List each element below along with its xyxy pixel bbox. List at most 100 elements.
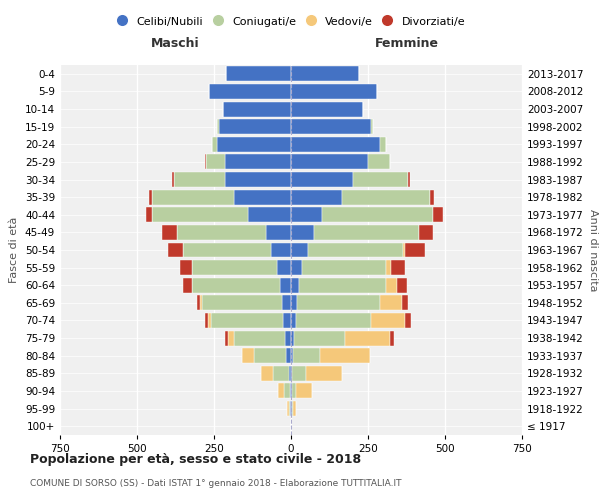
Bar [371, 313, 405, 328]
Bar [291, 278, 299, 292]
Bar [296, 384, 311, 398]
Bar [291, 313, 296, 328]
Bar [212, 137, 217, 152]
Bar [291, 366, 292, 381]
Bar [291, 242, 308, 258]
Text: COMUNE DI SORSO (SS) - Dati ISTAT 1° gennaio 2018 - Elaborazione TUTTITALIA.IT: COMUNE DI SORSO (SS) - Dati ISTAT 1° gen… [30, 479, 401, 488]
Bar [419, 225, 433, 240]
Bar [389, 330, 394, 345]
Bar [223, 102, 291, 116]
Bar [291, 137, 380, 152]
Bar [403, 242, 405, 258]
Bar [405, 242, 425, 258]
Bar [292, 366, 306, 381]
Bar [280, 278, 291, 292]
Bar [291, 330, 294, 345]
Bar [254, 348, 286, 363]
Bar [408, 172, 410, 187]
Bar [322, 208, 433, 222]
Bar [218, 119, 291, 134]
Bar [290, 384, 291, 398]
Bar [353, 172, 408, 187]
Bar [152, 208, 248, 222]
Bar [286, 348, 291, 363]
Bar [206, 154, 225, 170]
Bar [183, 278, 193, 292]
Bar [291, 260, 302, 275]
Bar [402, 296, 408, 310]
Bar [291, 401, 292, 416]
Bar [291, 190, 342, 204]
Bar [217, 119, 218, 134]
Bar [278, 384, 284, 398]
Bar [234, 330, 285, 345]
Bar [302, 260, 386, 275]
Bar [371, 119, 373, 134]
Bar [397, 278, 407, 292]
Bar [291, 172, 353, 187]
Legend: Celibi/Nubili, Coniugati/e, Vedovi/e, Divorziati/e: Celibi/Nubili, Coniugati/e, Vedovi/e, Di… [112, 12, 470, 31]
Bar [146, 208, 152, 222]
Bar [314, 225, 419, 240]
Bar [208, 313, 211, 328]
Bar [168, 242, 183, 258]
Bar [289, 366, 291, 381]
Bar [200, 296, 202, 310]
Bar [289, 401, 290, 416]
Text: Maschi: Maschi [151, 37, 200, 50]
Bar [283, 313, 291, 328]
Bar [320, 348, 370, 363]
Bar [299, 278, 386, 292]
Bar [291, 348, 293, 363]
Bar [225, 154, 291, 170]
Bar [292, 401, 293, 416]
Bar [271, 242, 291, 258]
Bar [291, 208, 322, 222]
Bar [205, 154, 206, 170]
Bar [202, 296, 282, 310]
Bar [225, 330, 228, 345]
Bar [380, 137, 386, 152]
Bar [180, 260, 193, 275]
Bar [293, 401, 296, 416]
Bar [285, 330, 291, 345]
Bar [287, 401, 289, 416]
Bar [282, 296, 291, 310]
Bar [172, 172, 174, 187]
Bar [291, 384, 292, 398]
Bar [293, 348, 320, 363]
Bar [226, 66, 291, 82]
Bar [342, 190, 430, 204]
Bar [292, 384, 296, 398]
Bar [430, 190, 434, 204]
Bar [248, 208, 291, 222]
Bar [291, 84, 377, 99]
Bar [308, 242, 403, 258]
Bar [297, 296, 380, 310]
Bar [391, 260, 405, 275]
Bar [152, 190, 234, 204]
Bar [225, 172, 291, 187]
Bar [386, 260, 391, 275]
Bar [261, 366, 273, 381]
Bar [296, 313, 371, 328]
Bar [193, 260, 277, 275]
Bar [291, 225, 314, 240]
Text: Femmine: Femmine [374, 37, 439, 50]
Bar [193, 278, 280, 292]
Bar [174, 172, 225, 187]
Bar [149, 190, 152, 204]
Bar [345, 330, 389, 345]
Bar [197, 296, 200, 310]
Bar [386, 278, 397, 292]
Y-axis label: Fasce di età: Fasce di età [10, 217, 19, 283]
Text: Popolazione per età, sesso e stato civile - 2018: Popolazione per età, sesso e stato civil… [30, 452, 361, 466]
Bar [209, 84, 291, 99]
Bar [234, 190, 291, 204]
Bar [294, 330, 345, 345]
Bar [205, 313, 208, 328]
Bar [183, 242, 271, 258]
Bar [277, 260, 291, 275]
Bar [291, 102, 364, 116]
Bar [290, 401, 291, 416]
